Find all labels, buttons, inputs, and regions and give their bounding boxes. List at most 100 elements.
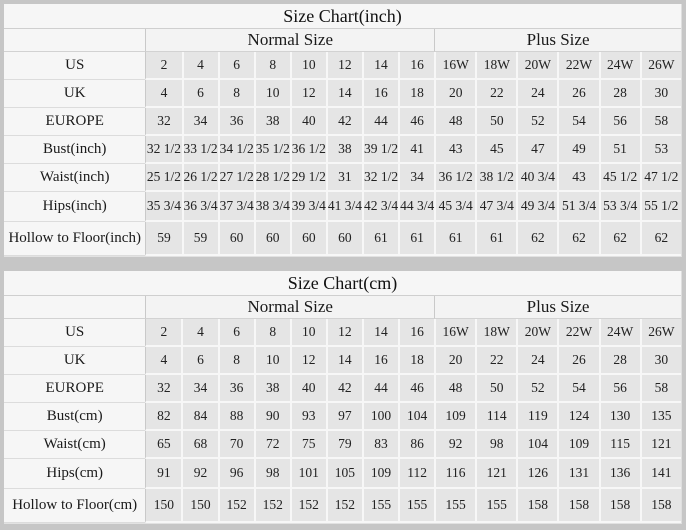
data-cell: 49 3/4 <box>516 192 558 222</box>
row-label: UK <box>4 80 146 108</box>
data-cell: 34 <box>181 108 218 136</box>
data-cell: 10 <box>253 347 290 375</box>
data-cell: 42 <box>325 375 362 403</box>
data-cell: 155 <box>434 489 476 523</box>
data-cell: 136 <box>598 459 640 489</box>
data-cell: 158 <box>639 489 681 523</box>
data-cell: 38 1/2 <box>475 164 517 192</box>
data-cell: 36 1/2 <box>434 164 476 192</box>
data-cell: 53 3/4 <box>598 192 640 222</box>
data-cell: 10 <box>289 319 326 347</box>
data-cell: 31 <box>325 164 362 192</box>
data-cell: 32 1/2 <box>145 136 182 164</box>
data-cell: 14 <box>325 347 362 375</box>
data-cell: 86 <box>398 431 435 459</box>
data-cell: 26 1/2 <box>181 164 218 192</box>
data-cell: 6 <box>217 52 254 80</box>
data-cell: 83 <box>361 431 399 459</box>
data-cell: 46 <box>398 375 435 403</box>
data-cell: 98 <box>475 431 517 459</box>
data-cell: 34 1/2 <box>217 136 254 164</box>
data-cell: 12 <box>289 80 326 108</box>
data-cell: 61 <box>434 222 476 256</box>
table-title: Size Chart(inch) <box>4 4 681 29</box>
data-cell: 45 3/4 <box>434 192 476 222</box>
data-cell: 62 <box>639 222 681 256</box>
data-cell: 30 <box>639 347 681 375</box>
data-cell: 38 <box>253 108 290 136</box>
data-cell: 25 1/2 <box>145 164 182 192</box>
section-header-row: Normal Size Plus Size <box>4 29 681 52</box>
data-cell: 109 <box>434 403 476 431</box>
row-label: Waist(cm) <box>4 431 146 459</box>
data-cell: 100 <box>361 403 399 431</box>
data-cell: 72 <box>253 431 290 459</box>
data-cell: 24W <box>598 52 640 80</box>
data-cell: 8 <box>253 52 290 80</box>
row-label: EUROPE <box>4 108 146 136</box>
data-cell: 16W <box>434 52 476 80</box>
data-cell: 114 <box>475 403 517 431</box>
data-cell: 20 <box>434 80 476 108</box>
section-header: Plus Size <box>434 296 681 319</box>
data-cell: 20W <box>516 52 558 80</box>
data-cell: 40 3/4 <box>516 164 558 192</box>
row-label: Hollow to Floor(inch) <box>4 222 146 256</box>
data-cell: 109 <box>557 431 599 459</box>
data-cell: 43 <box>434 136 476 164</box>
data-cell: 32 <box>145 375 182 403</box>
data-cell: 59 <box>181 222 218 256</box>
data-cell: 45 1/2 <box>598 164 640 192</box>
data-cell: 62 <box>598 222 640 256</box>
data-cell: 24 <box>516 347 558 375</box>
data-cell: 51 <box>598 136 640 164</box>
data-cell: 101 <box>289 459 326 489</box>
data-cell: 150 <box>145 489 182 523</box>
row-label: UK <box>4 347 146 375</box>
data-cell: 26W <box>639 319 681 347</box>
data-cell: 41 3/4 <box>325 192 362 222</box>
data-cell: 158 <box>598 489 640 523</box>
data-cell: 131 <box>557 459 599 489</box>
data-cell: 4 <box>145 347 182 375</box>
data-cell: 35 1/2 <box>253 136 290 164</box>
data-cell: 58 <box>639 108 681 136</box>
data-cell: 14 <box>361 319 399 347</box>
data-cell: 22W <box>557 52 599 80</box>
data-cell: 79 <box>325 431 362 459</box>
data-cell: 12 <box>289 347 326 375</box>
data-cell: 16 <box>361 80 399 108</box>
data-cell: 121 <box>639 431 681 459</box>
data-cell: 82 <box>145 403 182 431</box>
data-cell: 47 <box>516 136 558 164</box>
data-cell: 16 <box>361 347 399 375</box>
data-cell: 155 <box>398 489 435 523</box>
table-row: Hollow to Floor(cm) 150 150 152 152 152 152 155… <box>4 489 681 523</box>
data-cell: 91 <box>145 459 182 489</box>
data-cell: 119 <box>516 403 558 431</box>
data-cell: 6 <box>181 347 218 375</box>
data-cell: 36 <box>217 108 254 136</box>
data-cell: 50 <box>475 108 517 136</box>
data-cell: 41 <box>398 136 435 164</box>
data-cell: 18 <box>398 347 435 375</box>
data-cell: 40 <box>289 108 326 136</box>
data-cell: 52 <box>516 375 558 403</box>
data-cell: 90 <box>253 403 290 431</box>
data-cell: 40 <box>289 375 326 403</box>
data-cell: 28 <box>598 347 640 375</box>
data-cell: 54 <box>557 108 599 136</box>
data-cell: 22 <box>475 347 517 375</box>
data-cell: 56 <box>598 108 640 136</box>
data-cell: 28 1/2 <box>253 164 290 192</box>
data-cell: 155 <box>361 489 399 523</box>
data-cell: 20 <box>434 347 476 375</box>
data-cell: 135 <box>639 403 681 431</box>
data-cell: 4 <box>181 319 218 347</box>
table-row: Hips(cm) 91 92 96 98 101 105 109 112 116 121 126 131… <box>4 459 681 489</box>
data-cell: 6 <box>217 319 254 347</box>
data-cell: 29 1/2 <box>289 164 326 192</box>
data-cell: 47 1/2 <box>639 164 681 192</box>
data-cell: 36 1/2 <box>289 136 326 164</box>
table-row: Hollow to Floor(inch) 59 59 60 60 60 60 61 61 61 6… <box>4 222 681 256</box>
